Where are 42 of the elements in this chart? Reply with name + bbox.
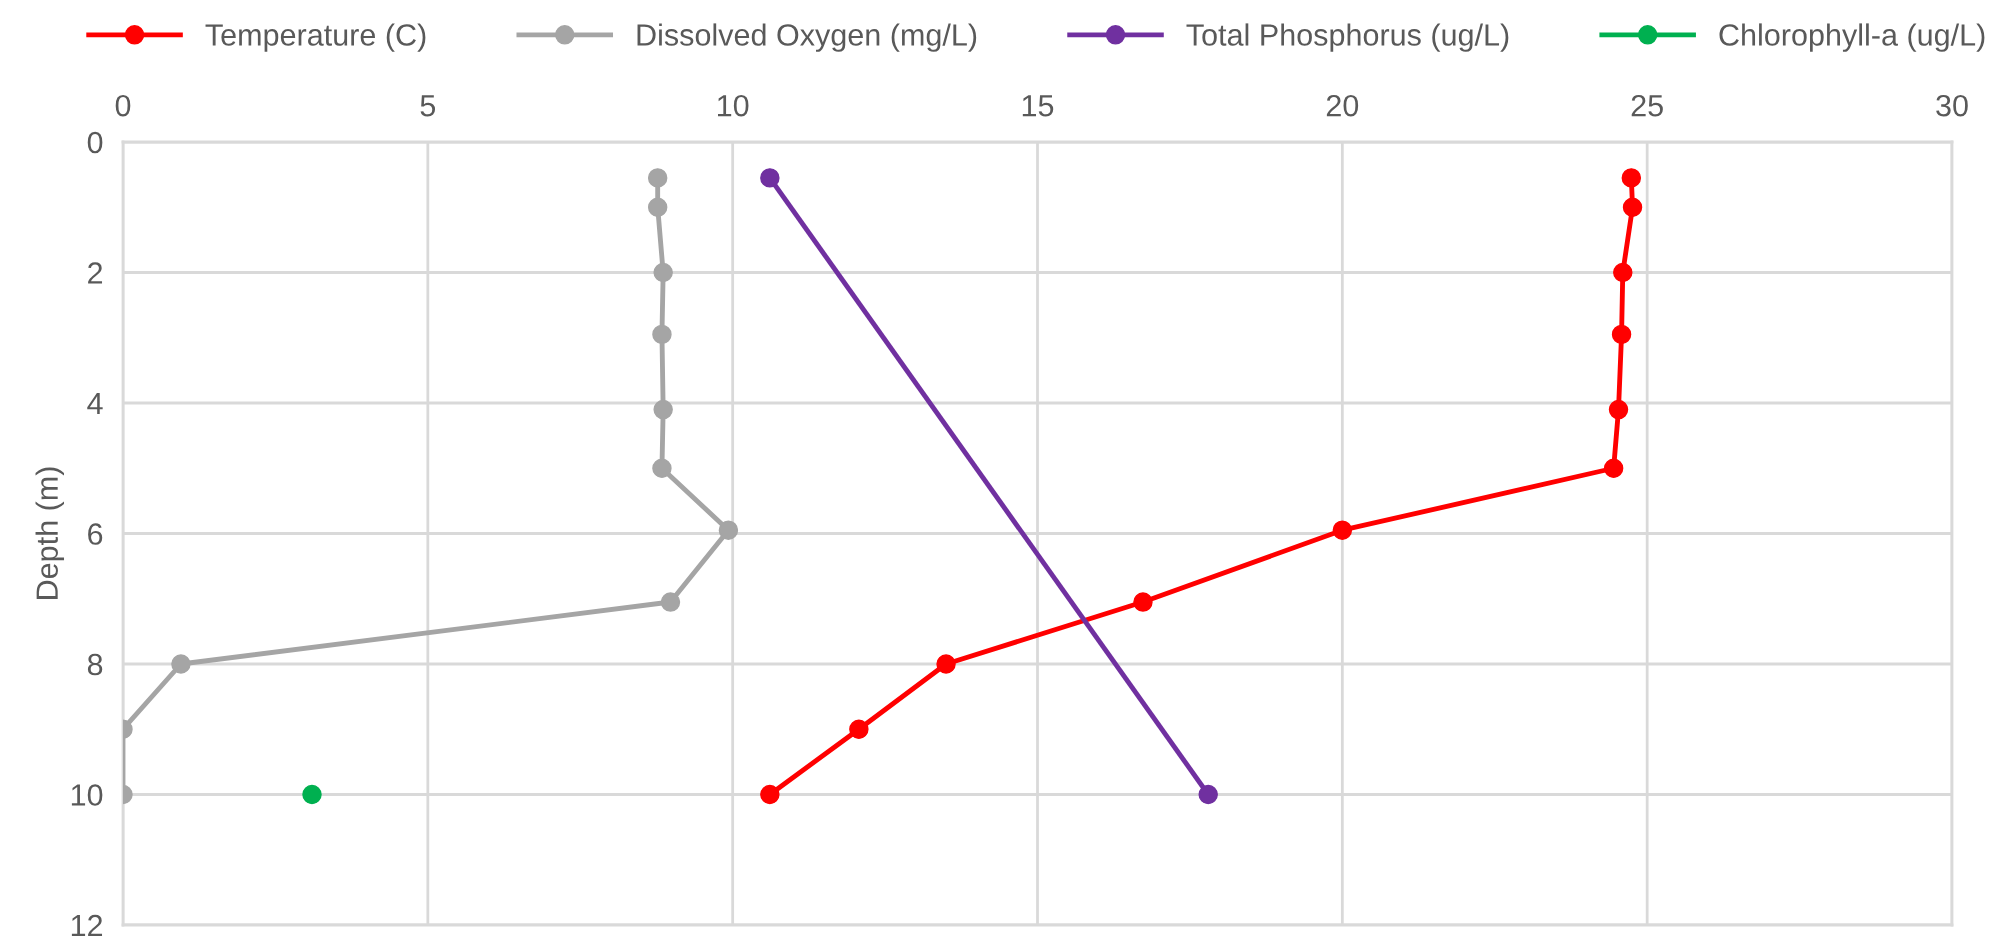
point (1621, 168, 1642, 188)
y-tick-label: 0 (87, 131, 103, 154)
point (849, 719, 869, 739)
y-tick-label: 8 (87, 653, 103, 676)
x-tick-label: 0 (115, 94, 131, 117)
y-tick-label: 12 (71, 914, 103, 937)
point (660, 592, 681, 612)
legend-label: Temperature (C) (205, 23, 426, 52)
legend-label: Dissolved Oxygen (mg/L) (637, 23, 977, 52)
y-axis-title: Depth (m) (35, 467, 65, 599)
y-tick-label: 6 (88, 523, 103, 545)
y-tick-label: 2 (88, 262, 103, 284)
point (760, 168, 780, 188)
x-tick-label: 10 (718, 94, 749, 117)
point (652, 458, 672, 478)
point (718, 520, 739, 540)
point (936, 654, 956, 674)
point (1332, 520, 1353, 540)
point (1133, 592, 1153, 612)
point (1611, 324, 1632, 345)
point (652, 324, 672, 345)
legend-label: Chlorophyll-a (ug/L) (1719, 23, 1985, 52)
point (647, 197, 668, 217)
point (302, 784, 322, 805)
y-tick-label: 10 (71, 784, 103, 806)
point (1603, 458, 1624, 478)
point (653, 262, 673, 283)
point (171, 654, 191, 674)
point (647, 168, 668, 188)
x-tick-label: 25 (1631, 94, 1663, 117)
point (760, 784, 780, 805)
point (1613, 262, 1633, 283)
x-tick-label: 5 (420, 95, 436, 117)
point (1608, 399, 1629, 420)
point (653, 399, 673, 420)
legend-label: Total Phosphorus (ug/L) (1186, 23, 1509, 52)
point (1198, 784, 1218, 805)
y-tick-label: 4 (87, 393, 103, 415)
x-tick-label: 20 (1326, 94, 1359, 117)
x-tick-label: 15 (1022, 95, 1054, 117)
x-tick-label: 30 (1936, 94, 1968, 117)
point (1622, 197, 1643, 217)
